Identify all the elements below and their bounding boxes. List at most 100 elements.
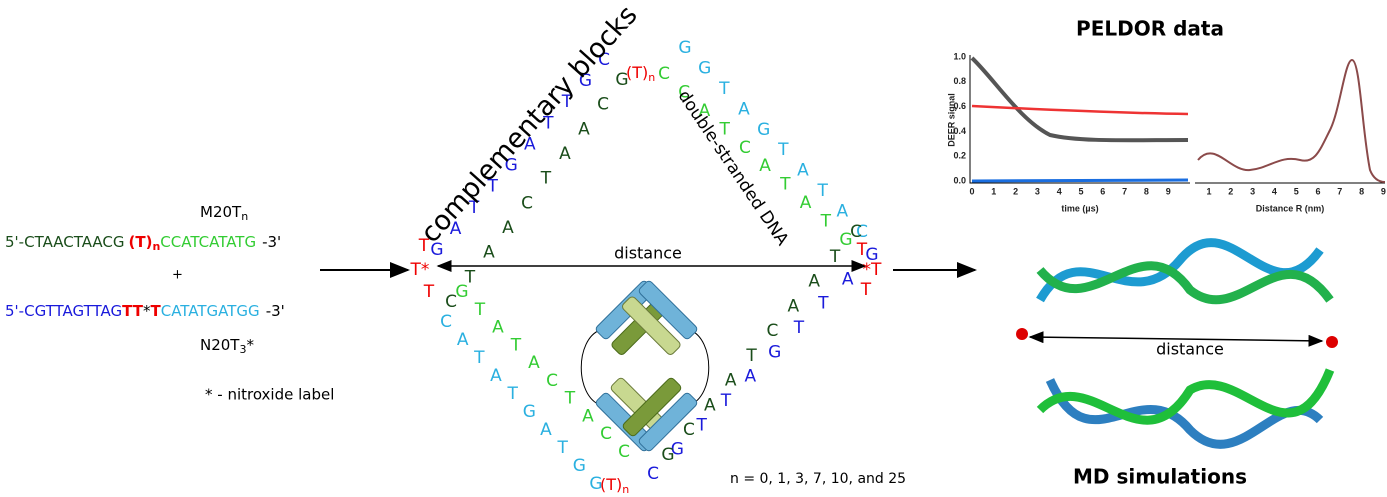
corner-base: T (423, 282, 435, 302)
base: T (720, 391, 732, 411)
loop-sub: n (648, 71, 655, 84)
base: C (440, 312, 452, 332)
base: T (777, 140, 789, 160)
base: C (647, 464, 659, 484)
base: T (473, 348, 485, 368)
base: T (820, 212, 832, 232)
base: A (540, 420, 552, 440)
label: N20T (200, 336, 240, 354)
x-tick-label: 4 (1272, 186, 1277, 196)
loop: (T)n (626, 63, 655, 85)
label-site: TT (122, 302, 144, 320)
seq: CGTTAGTTAG (24, 302, 122, 320)
x-tick-label: 5 (1294, 186, 1299, 196)
star: * (246, 336, 254, 354)
end: -3' (262, 233, 281, 251)
n-values: n = 0, 1, 3, 7, 10, and 25 (730, 471, 906, 487)
base: A (490, 366, 502, 386)
seq: CCATCATATG (160, 233, 256, 251)
x-tick-label: 7 (1122, 186, 1127, 196)
x-tick-label: 7 (1337, 186, 1342, 196)
x-tick-label: 8 (1144, 186, 1149, 196)
loop: (T) (129, 233, 153, 251)
x-tick-label: 1 (1206, 186, 1211, 196)
y-tick-label: 0.8 (953, 76, 966, 86)
base: T (695, 415, 707, 435)
base: T (474, 300, 486, 320)
base: C (546, 371, 558, 391)
sequence: 5'-CGTTAGTTAGTT*TCATATGATGG-3' (5, 302, 285, 320)
base: G (678, 38, 691, 58)
base: C (658, 64, 670, 84)
base: C (767, 321, 779, 341)
x-tick-label: 0 (969, 186, 974, 196)
base: G (455, 282, 468, 302)
end: 5'- (5, 233, 24, 251)
x-tick-label: 8 (1359, 186, 1364, 196)
label: M20T (200, 203, 242, 221)
strand-label: M20Tn (200, 203, 248, 224)
base: C (739, 138, 751, 158)
loop: (T) (600, 475, 622, 494)
base: T (816, 181, 828, 201)
sub: 3 (239, 343, 246, 356)
x-tick-label: 5 (1078, 186, 1083, 196)
base: A (483, 243, 495, 263)
base: T (779, 175, 791, 195)
base: A (800, 193, 812, 213)
ds-title: double-stranded DNA (674, 87, 793, 250)
deer-plot (970, 55, 1385, 183)
base: G (573, 456, 586, 476)
base: T (506, 384, 518, 404)
base: T (745, 346, 757, 366)
base: C (600, 424, 612, 444)
corner-base: T (856, 240, 868, 260)
sub: n (241, 210, 248, 223)
end: 5'- (5, 302, 24, 320)
x-tick-label: 6 (1100, 186, 1105, 196)
x-tick-label: 3 (1250, 186, 1255, 196)
strand-label: N20T3* (200, 336, 254, 357)
note: * - nitroxide label (205, 386, 334, 404)
loop-sub: n (152, 240, 160, 253)
base: A (797, 161, 809, 181)
base: T (510, 335, 522, 355)
loop-sub: n (622, 483, 629, 493)
end: -3' (266, 302, 285, 320)
y-tick-label: 0.0 (953, 175, 966, 185)
base: G (698, 58, 711, 78)
base: T (540, 169, 552, 189)
base: T (556, 438, 568, 458)
distance-label: distance (614, 244, 682, 263)
base: A (745, 367, 757, 387)
base: A (837, 202, 849, 222)
base: A (492, 318, 504, 338)
x-tick-label: 1 (991, 186, 996, 196)
x-tick-label: 6 (1315, 186, 1320, 196)
y-tick-label: 0.2 (953, 151, 966, 161)
loop: (T) (626, 63, 648, 82)
x-tick-label: 4 (1057, 186, 1062, 196)
base: G (757, 120, 770, 140)
x-tick-label: 2 (1013, 186, 1018, 196)
base: C (850, 222, 862, 242)
sequence: 5'-CTAACTAACG(T)nCCATCATATG-3' (5, 233, 281, 254)
corner-base: T* (410, 260, 430, 280)
base: A (704, 395, 716, 415)
y-axis-label: DEER signal (946, 93, 956, 147)
x-tick-label: 9 (1166, 186, 1171, 196)
base: A (578, 119, 590, 139)
seq: CATATGATGG (161, 302, 260, 320)
x-tick-label: 2 (1228, 186, 1233, 196)
base: A (725, 371, 737, 391)
y-tick-label: 1.0 (953, 51, 966, 61)
base: A (528, 353, 540, 373)
loop: (T)n (600, 475, 629, 494)
base: A (808, 272, 820, 292)
figure: M20Tn5'-CTAACTAACG(T)nCCATCATATG-3'+5'-C… (0, 0, 1387, 493)
x-tick-label: 3 (1035, 186, 1040, 196)
corner-base: T (860, 280, 872, 300)
base: T (718, 79, 730, 99)
x-axis-label: Distance R (nm) (1256, 203, 1325, 213)
base: G (523, 402, 536, 422)
